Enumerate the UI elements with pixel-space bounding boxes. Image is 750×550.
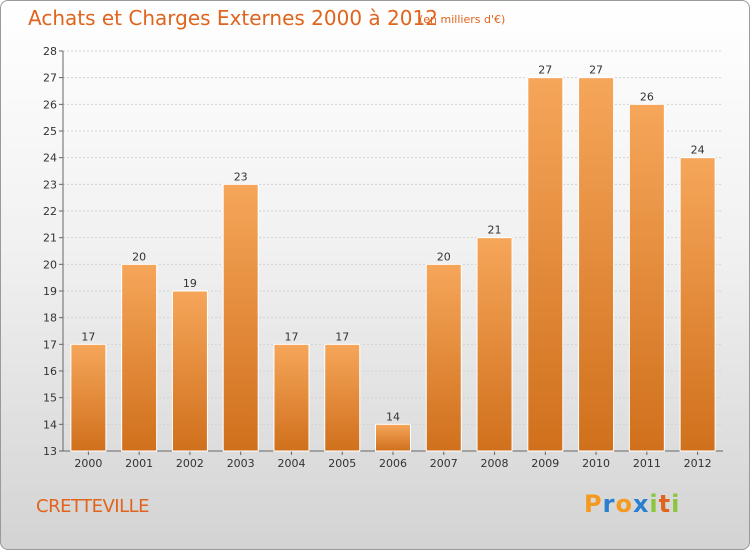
y-tick-label: 14 <box>43 418 57 431</box>
x-tick-label: 2002 <box>176 457 204 470</box>
y-tick-label: 25 <box>43 125 57 138</box>
logo-letter: i <box>671 490 681 518</box>
data-label: 17 <box>81 330 95 343</box>
logo-letter: t <box>658 490 672 518</box>
chart-title: Achats et Charges Externes 2000 à 2012 <box>28 6 438 30</box>
y-tick-label: 18 <box>43 312 57 325</box>
logo-letter: r <box>602 490 616 518</box>
x-tick-label: 2011 <box>633 457 661 470</box>
bar <box>121 263 158 452</box>
x-tick-label: 2001 <box>125 457 153 470</box>
y-tick-label: 13 <box>43 445 57 458</box>
y-tick-label: 24 <box>43 152 57 165</box>
bar <box>375 423 411 452</box>
y-tick-label: 21 <box>43 232 57 245</box>
y-tick-label: 20 <box>43 258 57 271</box>
x-tick-label: 2004 <box>277 457 305 470</box>
data-label: 17 <box>335 330 349 343</box>
data-label: 21 <box>488 224 502 237</box>
x-tick-label: 2008 <box>481 457 509 470</box>
y-tick-label: 17 <box>43 338 57 351</box>
y-tick-label: 22 <box>43 205 57 218</box>
data-label: 20 <box>132 250 146 263</box>
y-tick-label: 16 <box>43 365 57 378</box>
x-tick-label: 2006 <box>379 457 407 470</box>
y-tick-label: 15 <box>43 392 57 405</box>
y-tick-label: 28 <box>43 45 57 58</box>
logo-letter: i <box>649 490 659 518</box>
x-tick-label: 2009 <box>531 457 559 470</box>
data-label: 26 <box>640 90 654 103</box>
data-label: 20 <box>437 250 451 263</box>
data-label: 19 <box>183 277 197 290</box>
commune-name: CRETTEVILLE <box>36 496 150 517</box>
x-tick-label: 2012 <box>684 457 712 470</box>
data-label: 23 <box>234 170 248 183</box>
bar <box>628 103 665 452</box>
data-label: 17 <box>284 330 298 343</box>
plot-area <box>63 51 723 451</box>
y-tick-label: 27 <box>43 72 57 85</box>
bar <box>273 343 310 452</box>
bar <box>578 77 615 452</box>
logo-letter: P <box>584 490 603 518</box>
bar <box>476 237 513 452</box>
x-tick-label: 2010 <box>582 457 610 470</box>
chart-subtitle: (en milliers d'€) <box>419 13 506 26</box>
logo-letter: x <box>632 490 650 518</box>
bar <box>171 290 208 452</box>
bar <box>425 263 462 452</box>
data-label: 24 <box>691 144 705 157</box>
data-label: 27 <box>538 64 552 77</box>
x-tick-label: 2007 <box>430 457 458 470</box>
data-label: 14 <box>386 410 400 423</box>
y-tick-label: 26 <box>43 98 57 111</box>
bar <box>222 183 259 452</box>
x-tick-label: 2003 <box>227 457 255 470</box>
x-tick-label: 2000 <box>74 457 102 470</box>
proxiti-logo[interactable]: Proxiti <box>584 490 680 518</box>
bar <box>70 343 107 452</box>
x-tick-label: 2005 <box>328 457 356 470</box>
y-tick-label: 19 <box>43 285 57 298</box>
bar <box>679 157 716 452</box>
data-label: 27 <box>589 64 603 77</box>
bar <box>527 77 564 452</box>
logo-letter: o <box>615 490 633 518</box>
y-tick-label: 23 <box>43 178 57 191</box>
bar <box>324 343 361 452</box>
